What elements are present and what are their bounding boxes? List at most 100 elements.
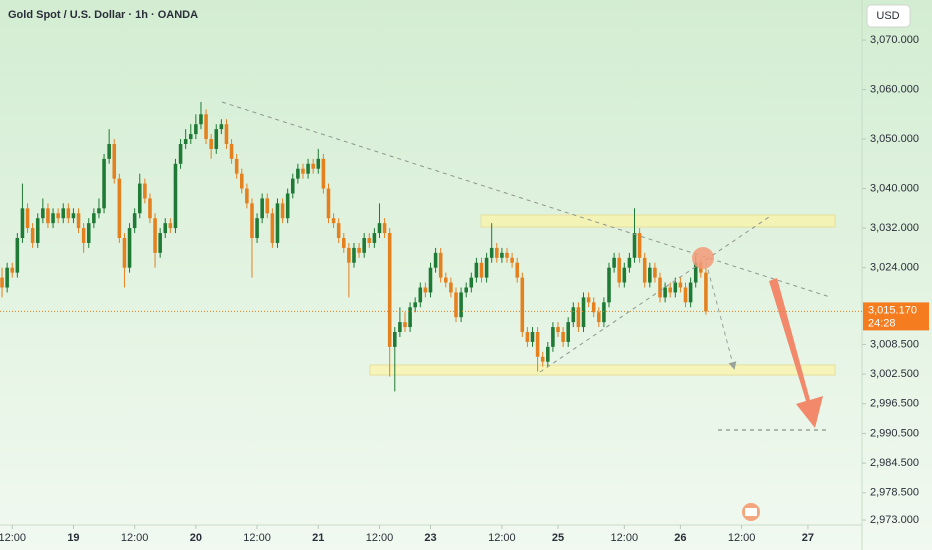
down-arrow: [769, 278, 823, 428]
candle-body: [102, 158, 106, 209]
x-tick-label: 26: [674, 532, 686, 544]
candle-body: [265, 198, 270, 214]
y-tick-label: 3,060.000: [870, 83, 919, 95]
candle-body: [357, 247, 361, 253]
y-tick-label: 2,978.500: [870, 487, 919, 499]
candle-body: [341, 238, 346, 248]
candle-body: [229, 143, 234, 159]
candle-body: [234, 158, 239, 174]
candle-body: [556, 327, 560, 333]
candle-body: [418, 287, 423, 303]
support-zone: [369, 364, 836, 376]
candle-body: [15, 238, 20, 273]
logo-icon: [742, 503, 760, 521]
candle-body: [122, 238, 127, 268]
candle-body: [255, 218, 259, 239]
candle-body: [495, 247, 499, 258]
countdown-label: 24:28: [868, 317, 896, 329]
y-tick-label: 3,002.500: [870, 368, 919, 380]
x-tick-label: 25: [552, 532, 564, 544]
candles: [0, 101, 708, 392]
candle-body: [586, 297, 591, 303]
candle-body: [489, 247, 494, 258]
candle-body: [433, 252, 438, 268]
candle-body: [183, 139, 188, 144]
y-tick-label: 3,040.000: [870, 182, 919, 194]
candle-body: [224, 124, 229, 144]
candle-body: [194, 124, 198, 135]
candle-body: [591, 302, 596, 313]
candle-body: [673, 282, 678, 293]
y-tick-label: 3,050.000: [870, 133, 919, 145]
candle-body: [188, 134, 193, 140]
candle-body: [632, 233, 637, 258]
candle-body: [551, 327, 555, 347]
candle-body: [382, 223, 387, 234]
candle-body: [280, 203, 285, 219]
x-tick-label: 12:00: [243, 532, 271, 544]
candle-body: [81, 228, 86, 243]
candle-body: [597, 312, 601, 323]
candle-body: [423, 287, 428, 293]
projection-line: [705, 261, 737, 370]
candle-body: [112, 143, 117, 179]
currency-label: USD: [876, 10, 899, 22]
candle-body: [510, 257, 514, 263]
candle-body: [5, 267, 9, 288]
candle-body: [132, 213, 137, 229]
candle-body: [530, 332, 535, 342]
x-tick-label: 21: [312, 532, 324, 544]
candle-body: [612, 257, 616, 268]
candle-body: [367, 238, 372, 243]
candle-body: [525, 332, 530, 342]
candle-body: [158, 233, 162, 253]
candle-body: [51, 213, 55, 224]
y-tick-label: 3,008.500: [870, 338, 919, 350]
x-tick-label: 12:00: [0, 532, 26, 544]
candle-body: [393, 332, 397, 347]
y-tick-label: 2,996.500: [870, 398, 919, 410]
candle-body: [316, 158, 321, 169]
candle-body: [92, 213, 96, 224]
candle-body: [464, 287, 468, 293]
x-tick-label: 12:00: [121, 532, 149, 544]
resistance-zone: [480, 214, 836, 228]
candle-body: [35, 218, 40, 243]
candle-body: [454, 292, 458, 318]
candle-body: [581, 297, 586, 328]
candle-body: [627, 257, 632, 268]
candle-body: [408, 307, 412, 328]
candle-body: [540, 356, 545, 362]
currency-button[interactable]: [866, 4, 911, 28]
candle-body: [153, 218, 157, 253]
candle-body: [311, 163, 315, 169]
y-tick-label: 2,973.000: [870, 514, 919, 526]
candle-body: [515, 262, 519, 278]
candle-body: [500, 252, 504, 258]
candle-body: [173, 163, 178, 229]
candle-body: [66, 208, 71, 219]
candle-body: [535, 332, 540, 357]
candle-body: [377, 223, 382, 234]
candle-body: [607, 267, 611, 303]
chart-title: Gold Spot / U.S. Dollar · 1h · OANDA: [8, 9, 198, 21]
candle-body: [648, 267, 652, 283]
candle-body: [296, 168, 300, 179]
candle-body: [97, 208, 101, 214]
candle-body: [571, 307, 576, 323]
candle-body: [10, 267, 15, 273]
candle-body: [520, 277, 525, 333]
candle-body: [209, 139, 213, 149]
candle-body: [362, 238, 366, 253]
candle-body: [484, 257, 489, 278]
candle-body: [474, 262, 479, 278]
candle-body: [56, 213, 60, 219]
candle-body: [546, 346, 550, 362]
candle-body: [479, 262, 484, 278]
x-tick-label: 27: [802, 532, 814, 544]
x-tick-label: 12:00: [728, 532, 756, 544]
candle-body: [663, 287, 667, 298]
candle-body: [321, 158, 326, 189]
x-tick-label: 12:00: [366, 532, 394, 544]
